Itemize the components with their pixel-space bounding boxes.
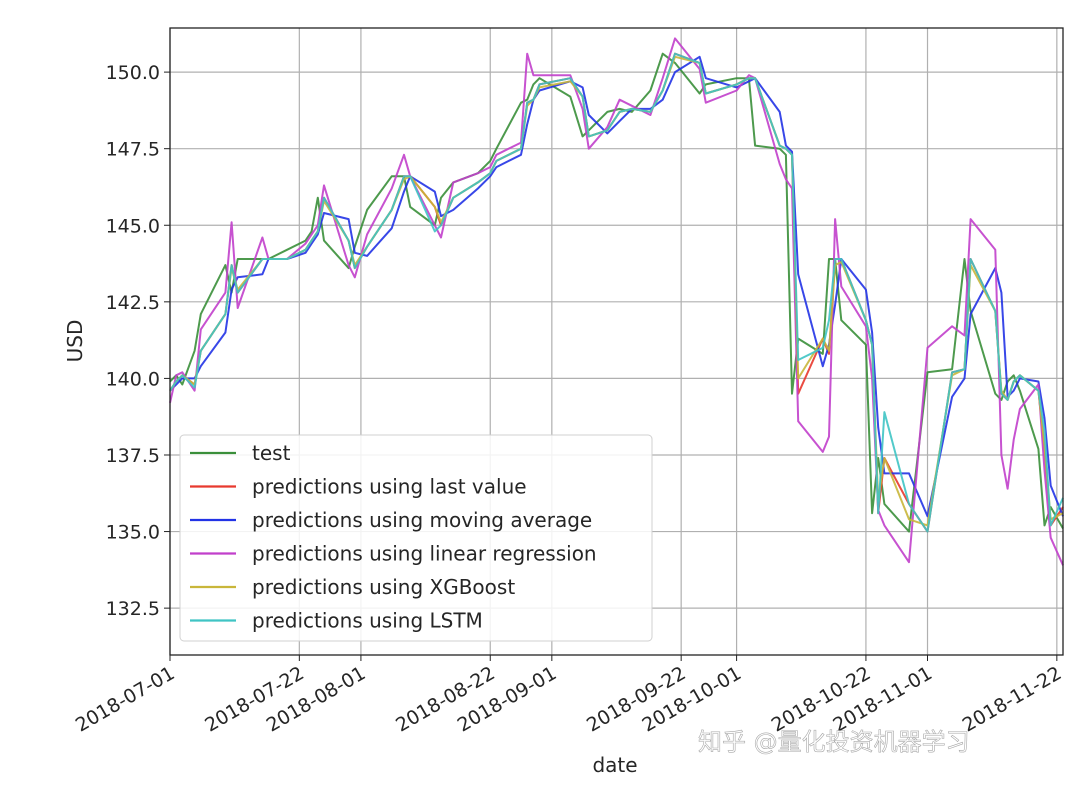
legend-label: predictions using moving average	[252, 508, 592, 532]
legend-label: test	[252, 441, 291, 465]
y-tick-label: 135.0	[106, 522, 160, 544]
x-tick-label: 2018-07-01	[72, 662, 179, 736]
plot-frame	[169, 27, 1064, 656]
series-lines	[169, 37, 1064, 566]
legend-label: predictions using LSTM	[252, 609, 483, 633]
legend-label: predictions using linear regression	[252, 542, 597, 566]
y-tick-label: 132.5	[106, 598, 160, 620]
watermark: 知乎 @量化投资机器学习	[698, 728, 970, 756]
y-tick-label: 137.5	[106, 445, 160, 467]
y-tick-label: 145.0	[106, 215, 160, 237]
legend: test predictions using last value predicti…	[179, 434, 653, 642]
series-line-3	[169, 37, 1064, 566]
y-tick-label: 140.0	[106, 368, 160, 390]
legend-label: predictions using XGBoost	[252, 575, 515, 599]
y-axis: 132.5 135.0 137.5 140.0 142.5 145.0 147.5 150.0	[106, 62, 170, 620]
x-tick-label: 2018-11-22	[959, 662, 1066, 736]
y-axis-label: USD	[63, 320, 87, 363]
y-tick-label: 147.5	[106, 139, 160, 161]
series-line-0	[169, 52, 1064, 533]
series-line-5	[169, 52, 1064, 533]
x-axis-label: date	[592, 753, 637, 777]
legend-box	[179, 434, 653, 642]
y-tick-label: 150.0	[106, 62, 160, 84]
legend-label: predictions using last value	[252, 475, 527, 499]
y-tick-label: 142.5	[106, 292, 160, 314]
